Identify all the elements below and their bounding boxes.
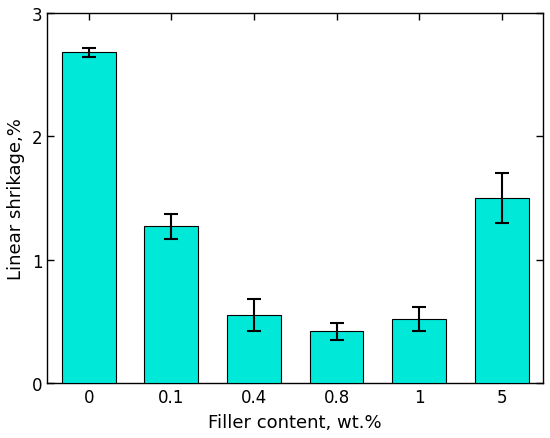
Bar <box>392 319 446 383</box>
Bar <box>62 53 116 383</box>
Y-axis label: Linear shrikage,%: Linear shrikage,% <box>7 118 25 279</box>
Bar <box>227 316 280 383</box>
Bar <box>310 332 364 383</box>
Bar <box>145 227 198 383</box>
X-axis label: Filler content, wt.%: Filler content, wt.% <box>208 413 382 431</box>
Bar <box>475 199 529 383</box>
